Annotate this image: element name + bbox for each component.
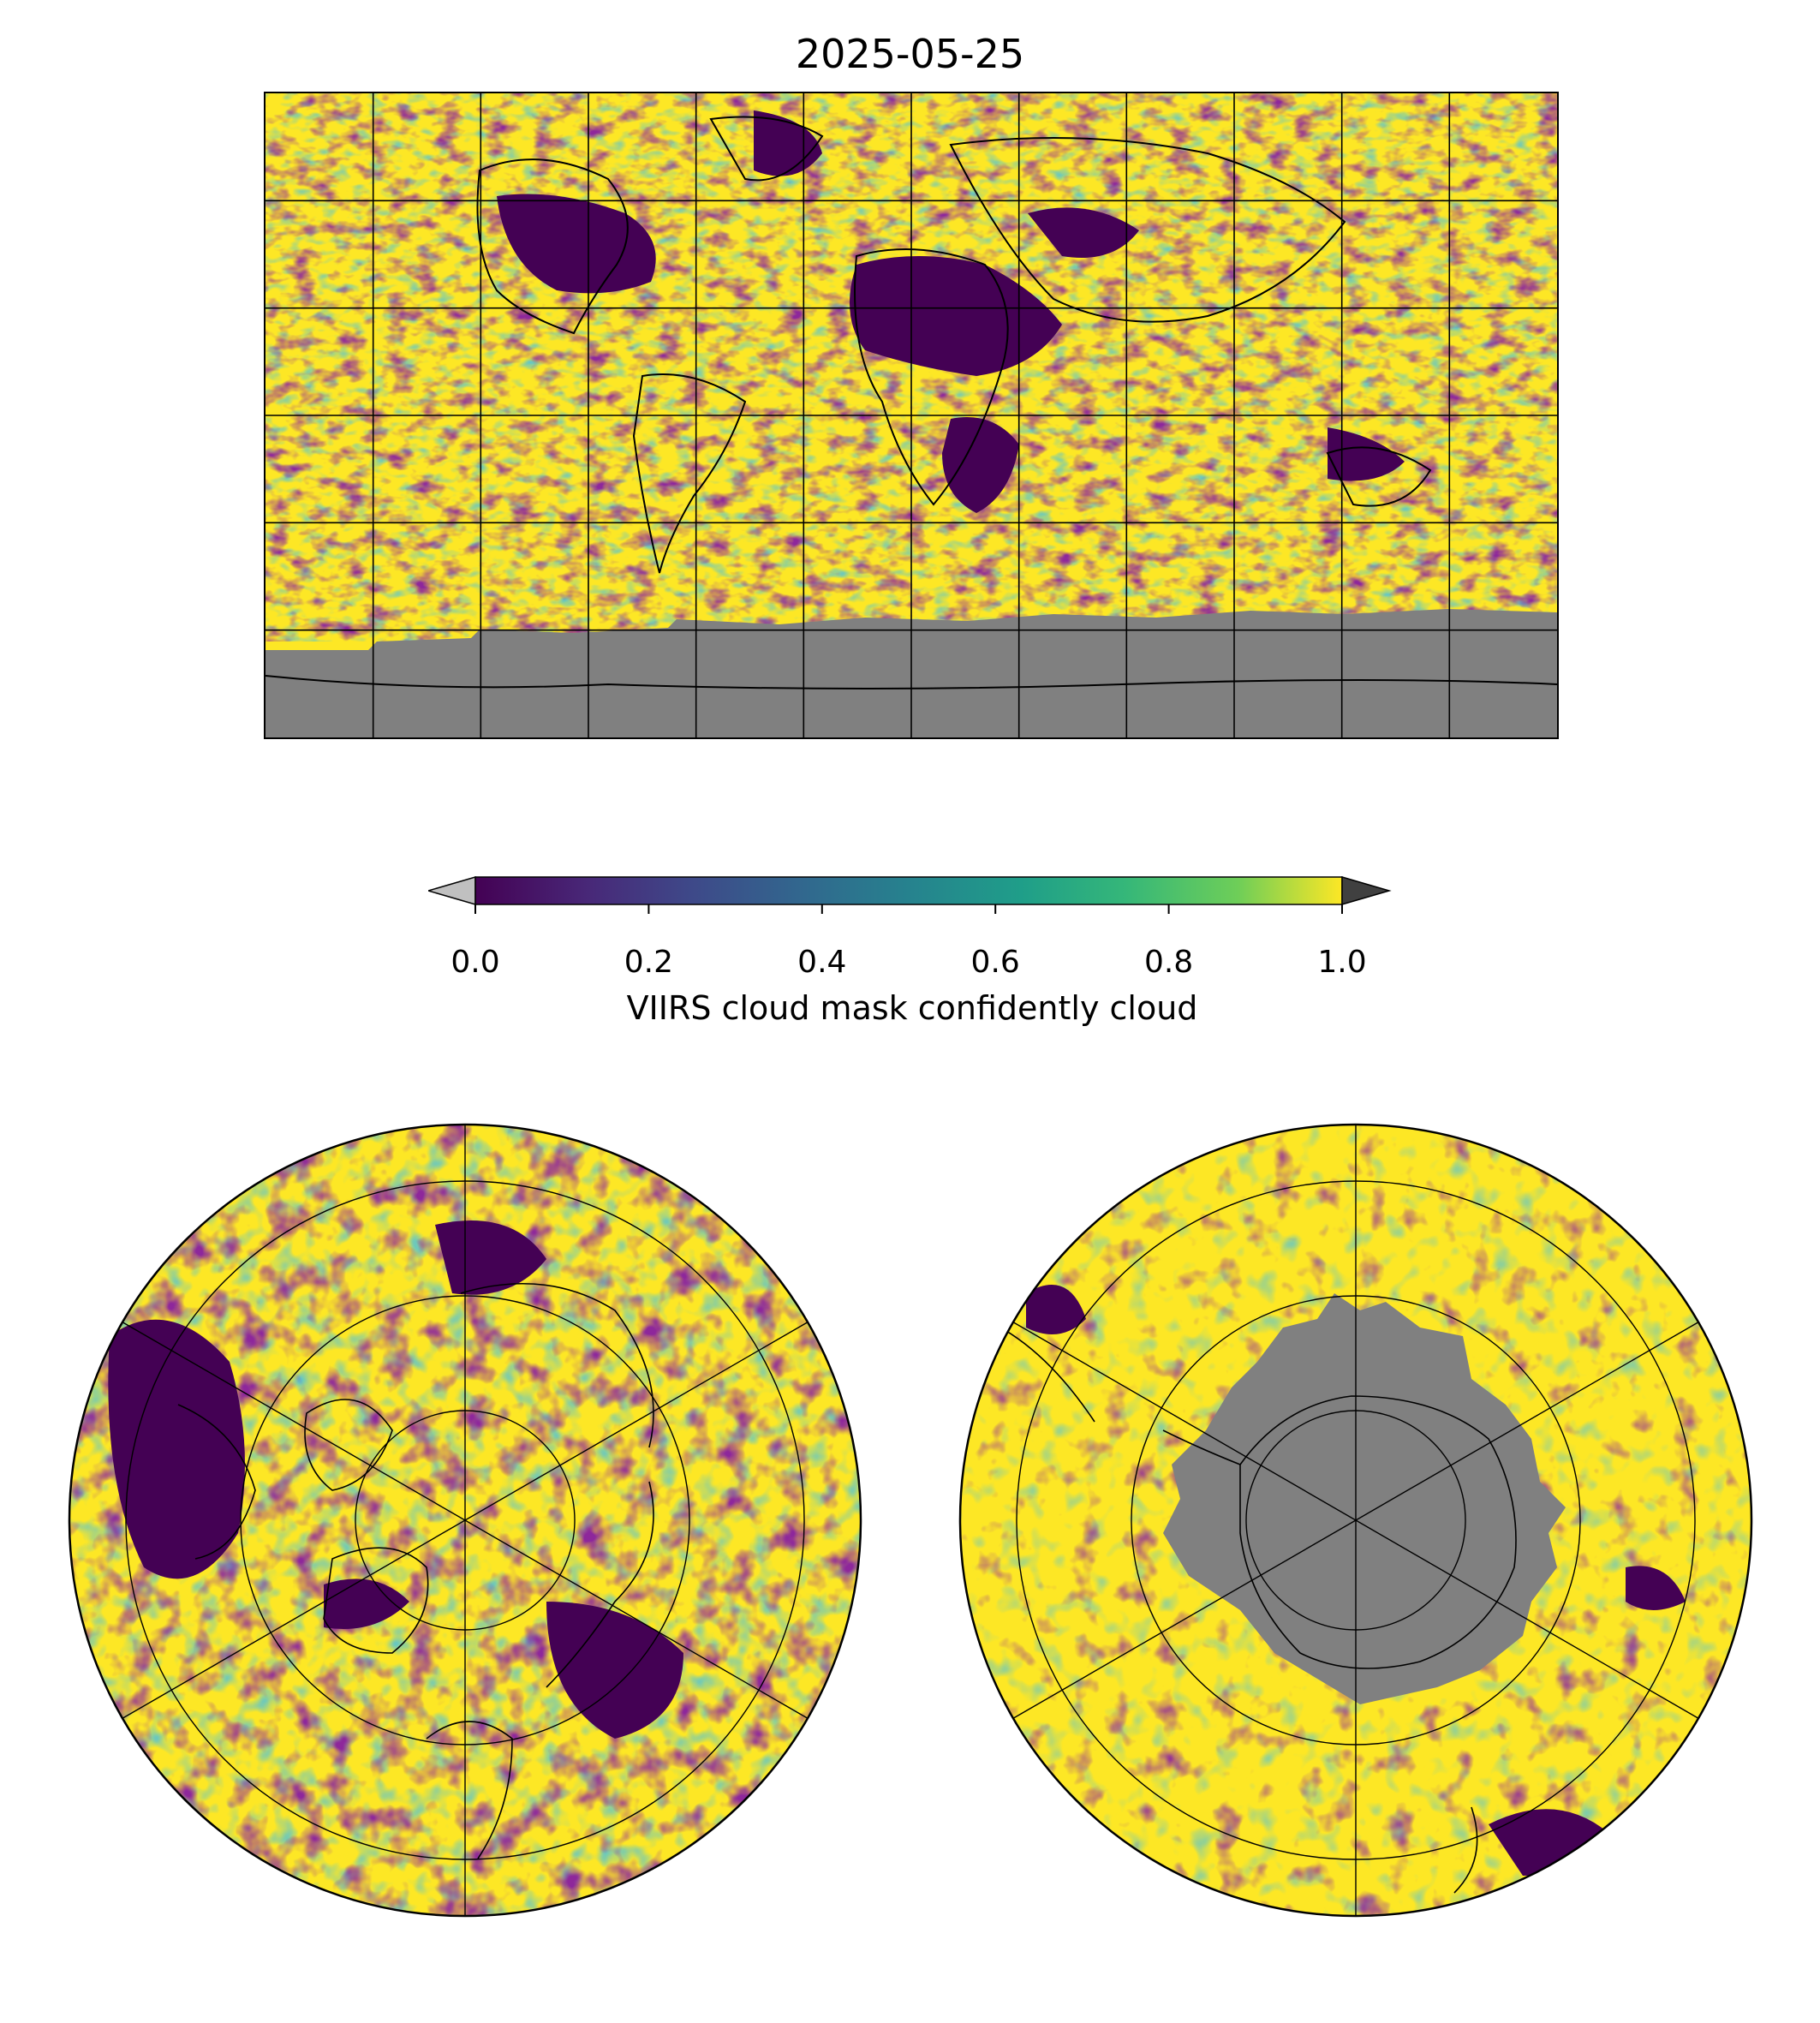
- north-gridlines: [119, 1125, 811, 1916]
- colorbar-ticks: [474, 904, 1343, 914]
- north-clear-sky-regions: [108, 1220, 683, 1739]
- colorbar-label: VIIRS cloud mask confidently cloud: [626, 989, 1198, 1027]
- colorbar-gradient: [474, 876, 1343, 905]
- colorbar-over-extension: [1341, 876, 1392, 905]
- colorbar-tick-label: 1.0: [1317, 945, 1367, 980]
- coastlines: [266, 116, 1557, 689]
- world-map: [264, 92, 1559, 739]
- colorbar-tick-label: 0.6: [970, 945, 1020, 980]
- north-polar-canvas: [68, 1123, 862, 1918]
- south-map-frame: [958, 1123, 1753, 1918]
- colorbar-bar: [428, 876, 1392, 914]
- north-polar-map: [67, 1122, 863, 1919]
- colorbar-tick-label: 0.8: [1143, 945, 1194, 980]
- south-coastlines: [982, 1318, 1517, 1894]
- colorbar-under-extension: [428, 876, 476, 905]
- north-coastlines: [177, 1282, 654, 1859]
- north-map-frame: [68, 1123, 862, 1918]
- figure-title: 2025-05-25: [795, 31, 1025, 77]
- south-polar-map: [958, 1122, 1754, 1919]
- colorbar-tick-label: 0.2: [624, 945, 674, 980]
- south-gridlines: [1010, 1125, 1702, 1916]
- antarctica-nodata: [1163, 1293, 1566, 1704]
- colorbar: 0.0 0.2 0.4 0.6 0.8 1.0 VIIRS cloud mask…: [428, 869, 1396, 1041]
- colorbar-tick-label: 0.0: [451, 945, 500, 980]
- colorbar-tick-label: 0.4: [797, 945, 847, 980]
- clear-sky-regions: [497, 110, 1405, 513]
- world-map-canvas: [266, 93, 1557, 737]
- south-polar-canvas: [958, 1123, 1753, 1918]
- gridlines: [266, 93, 1557, 737]
